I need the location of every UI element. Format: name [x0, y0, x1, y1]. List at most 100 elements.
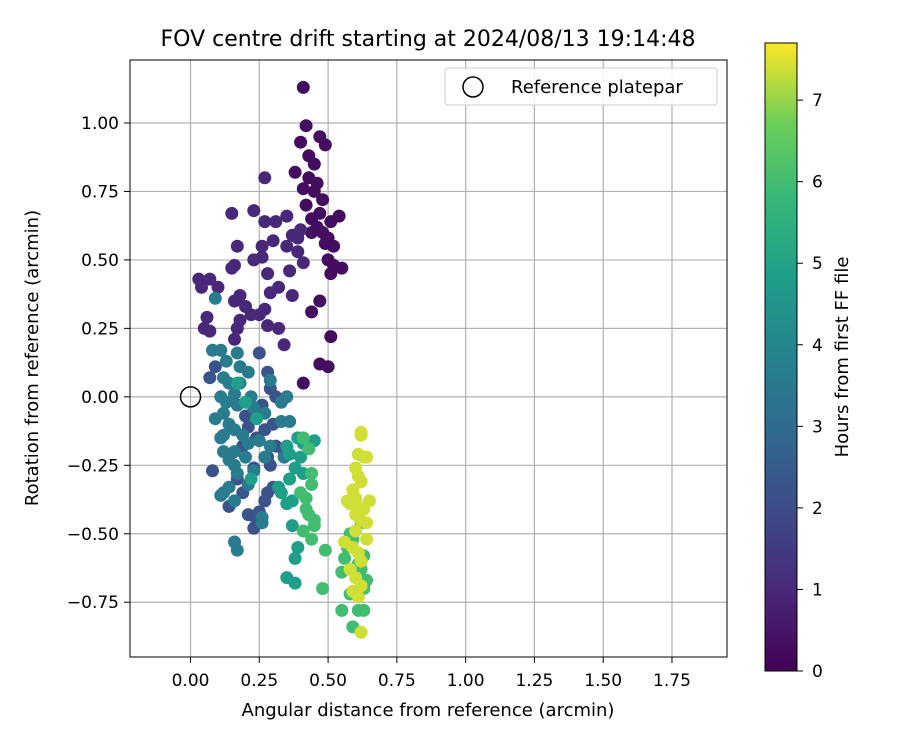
- colorbar-tick-label: 5: [812, 254, 823, 274]
- reference-marker-group: [179, 386, 202, 408]
- data-point: [313, 206, 327, 220]
- data-point: [288, 551, 302, 565]
- data-point: [310, 176, 324, 190]
- data-point: [195, 280, 208, 294]
- data-point: [239, 395, 252, 409]
- data-point: [324, 330, 338, 344]
- data-point: [277, 338, 291, 352]
- data-point: [321, 360, 335, 374]
- data-point: [296, 182, 310, 196]
- data-point: [305, 532, 319, 546]
- data-point: [228, 332, 241, 346]
- data-point: [291, 541, 305, 554]
- data-point: [258, 494, 272, 508]
- data-point: [296, 431, 310, 445]
- data-point: [252, 346, 266, 360]
- data-point: [247, 253, 261, 267]
- data-point: [299, 502, 313, 516]
- data-point: [255, 510, 269, 524]
- data-point: [241, 365, 255, 379]
- x-tick-label: 1.25: [515, 671, 553, 691]
- data-point: [219, 354, 233, 368]
- data-point: [211, 280, 225, 294]
- x-tick-label: 0.00: [172, 671, 210, 691]
- data-point: [305, 467, 319, 480]
- data-point: [272, 321, 286, 335]
- data-point: [263, 286, 277, 300]
- data-point: [230, 239, 244, 253]
- x-tick-label: 0.75: [378, 671, 416, 691]
- data-point: [283, 264, 297, 278]
- colorbar: 0 1 2 3 4 5 6 7 Hours from first FF file: [764, 42, 853, 682]
- data-point: [239, 409, 252, 423]
- data-point: [294, 450, 308, 464]
- data-point: [354, 428, 368, 442]
- data-point: [338, 535, 352, 549]
- data-point: [263, 373, 277, 387]
- y-tick-label: 0.25: [81, 319, 119, 339]
- y-tick-label: 0.50: [81, 251, 119, 271]
- x-tick-label: 1.00: [447, 671, 485, 691]
- colorbar-ticks: 0 1 2 3 4 5 6 7: [797, 91, 823, 682]
- colorbar-gradient: [764, 42, 798, 672]
- data-point: [261, 267, 275, 281]
- data-point: [225, 261, 239, 275]
- data-point: [233, 313, 247, 327]
- data-point: [296, 524, 310, 538]
- data-point: [360, 516, 374, 530]
- data-point: [351, 590, 365, 604]
- colorbar-tick-label: 4: [812, 336, 823, 356]
- data-point: [250, 412, 264, 426]
- data-point: [291, 231, 305, 245]
- data-point: [258, 171, 272, 185]
- data-point: [200, 310, 214, 324]
- data-point: [217, 428, 230, 442]
- data-point: [239, 450, 252, 464]
- data-point: [283, 472, 297, 486]
- plot-frame: [129, 59, 728, 658]
- data-point: [288, 165, 302, 179]
- data-point: [299, 119, 313, 133]
- data-point: [222, 480, 236, 494]
- data-point: [305, 305, 319, 319]
- y-axis-ticks: 1.00 0.75 0.50 0.25 0.00 −0.25 −0.50 −0.75: [67, 114, 130, 613]
- data-point: [230, 376, 244, 390]
- colorbar-tick-label: 6: [812, 173, 823, 193]
- data-point: [335, 261, 349, 275]
- data-point: [241, 436, 255, 450]
- data-point: [252, 434, 266, 448]
- data-point: [239, 300, 252, 313]
- legend-box: [444, 67, 718, 106]
- data-point: [294, 135, 308, 149]
- data-point: [296, 376, 310, 390]
- data-point: [258, 215, 272, 229]
- data-point: [354, 554, 368, 568]
- data-point: [203, 371, 217, 385]
- x-axis-label: Angular distance from reference (arcmin): [242, 700, 615, 721]
- data-point: [244, 472, 258, 486]
- data-point: [258, 450, 272, 464]
- data-point: [362, 494, 376, 508]
- data-point: [354, 625, 368, 639]
- data-point: [272, 480, 286, 494]
- data-point: [299, 491, 313, 505]
- data-point: [302, 442, 316, 456]
- data-point: [349, 524, 363, 538]
- data-point: [228, 387, 241, 401]
- data-point: [206, 464, 219, 478]
- data-point: [241, 508, 255, 522]
- data-point: [263, 439, 277, 453]
- colorbar-tick-label: 1: [812, 580, 823, 600]
- data-point: [280, 209, 294, 223]
- data-point: [217, 406, 230, 420]
- data-point: [255, 239, 269, 253]
- data-point: [228, 458, 241, 472]
- colorbar-tick-label: 2: [812, 499, 823, 519]
- data-point: [214, 343, 228, 357]
- legend-entry-reference: Reference platepar: [511, 77, 683, 98]
- data-point: [208, 291, 222, 305]
- data-point: [228, 445, 241, 459]
- data-point: [203, 272, 217, 286]
